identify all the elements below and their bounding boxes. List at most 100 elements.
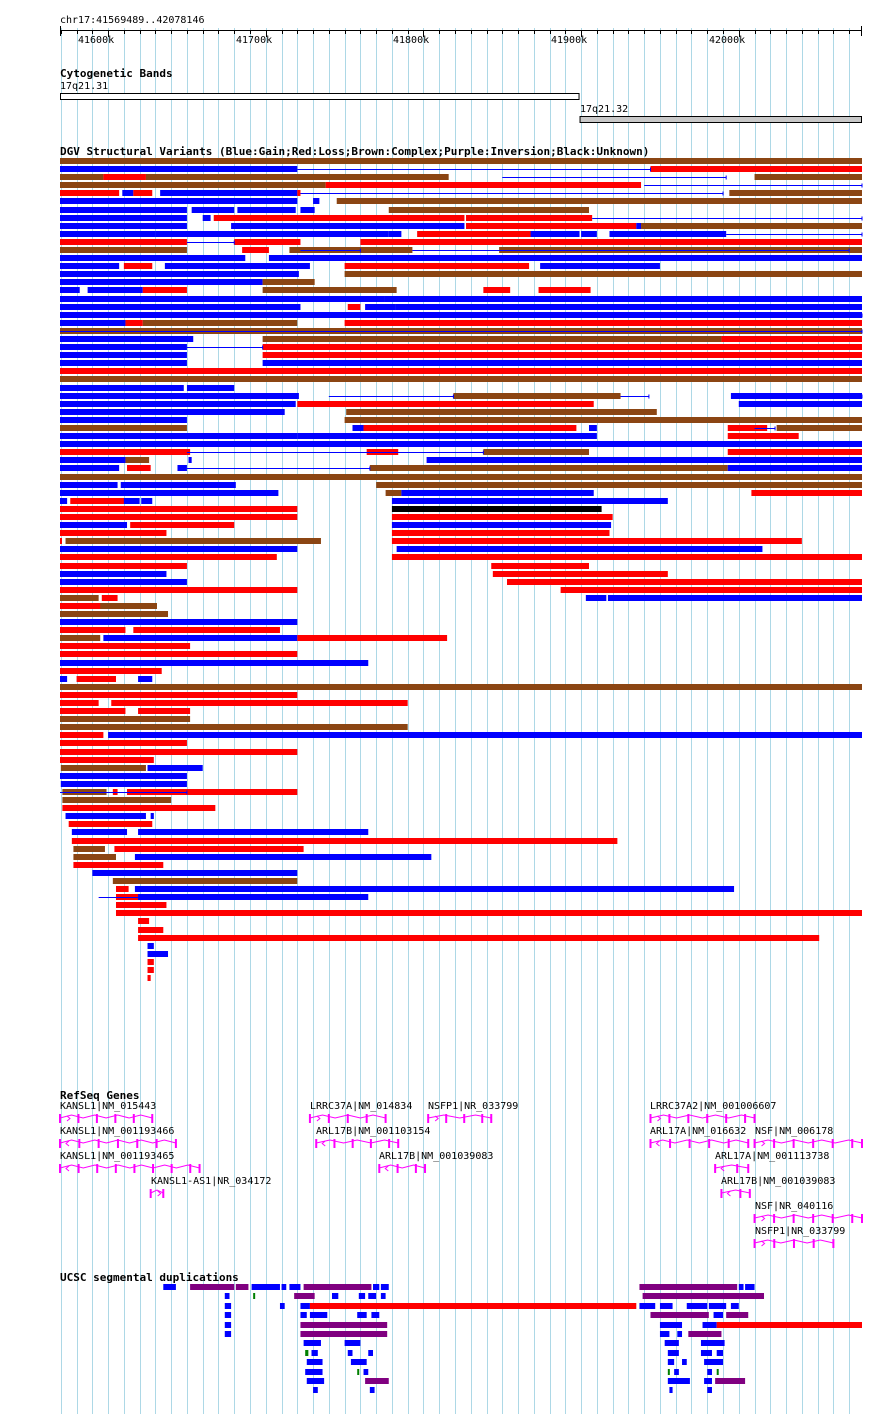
variant-gain[interactable] bbox=[636, 223, 642, 229]
variant-loss[interactable] bbox=[60, 506, 298, 512]
segdup-blue[interactable] bbox=[713, 1312, 724, 1318]
variant-gain[interactable] bbox=[60, 676, 68, 682]
variant-loss[interactable] bbox=[242, 247, 269, 253]
segdup-blue[interactable] bbox=[707, 1387, 712, 1393]
segdup-blue[interactable] bbox=[313, 1387, 318, 1393]
segdup-blue[interactable] bbox=[700, 1340, 725, 1346]
variant-gain[interactable] bbox=[60, 571, 167, 577]
variant-loss[interactable] bbox=[751, 490, 862, 496]
variant-gain[interactable] bbox=[313, 198, 320, 204]
gene-model[interactable] bbox=[378, 1164, 427, 1173]
variant-gain[interactable] bbox=[60, 781, 187, 787]
segdup-blue[interactable] bbox=[674, 1369, 679, 1375]
variant-gain[interactable] bbox=[60, 579, 187, 585]
gene-model[interactable] bbox=[753, 1139, 863, 1148]
segdup-blue[interactable] bbox=[738, 1284, 744, 1290]
variant-loss[interactable] bbox=[560, 587, 862, 593]
dgv-track-title[interactable]: DGV Structural Variants (Blue:Gain;Red:L… bbox=[60, 145, 650, 158]
variant-loss[interactable] bbox=[125, 320, 143, 326]
variant-loss[interactable] bbox=[391, 530, 610, 536]
variant-gain[interactable] bbox=[147, 943, 154, 949]
variant-unknown[interactable] bbox=[391, 506, 602, 512]
variant-loss[interactable] bbox=[650, 166, 862, 172]
variant-complex[interactable] bbox=[344, 417, 862, 423]
segdup-blue[interactable] bbox=[224, 1303, 232, 1309]
variant-complex[interactable] bbox=[60, 376, 862, 382]
variant-loss[interactable] bbox=[297, 635, 448, 641]
variant-loss[interactable] bbox=[138, 935, 820, 941]
segdup-blue[interactable] bbox=[682, 1359, 687, 1365]
variant-gain[interactable] bbox=[60, 198, 298, 204]
segdup-blue[interactable] bbox=[369, 1387, 375, 1393]
variant-loss[interactable] bbox=[60, 668, 162, 674]
variant-gain[interactable] bbox=[65, 813, 146, 819]
variant-gain[interactable] bbox=[391, 522, 612, 528]
variant-loss[interactable] bbox=[344, 263, 530, 269]
segdup-blue[interactable] bbox=[300, 1303, 310, 1309]
segdup-blue[interactable] bbox=[289, 1284, 301, 1290]
variant-loss[interactable] bbox=[60, 190, 120, 196]
segdup-blue[interactable] bbox=[306, 1378, 325, 1384]
variant-gain[interactable] bbox=[585, 595, 607, 601]
variant-loss[interactable] bbox=[213, 215, 465, 221]
variant-gain[interactable] bbox=[60, 296, 385, 302]
variant-loss[interactable] bbox=[115, 886, 129, 892]
variant-loss[interactable] bbox=[60, 449, 191, 455]
segdup-purple[interactable] bbox=[639, 1284, 738, 1290]
variant-gain[interactable] bbox=[60, 465, 120, 471]
variant-complex[interactable] bbox=[483, 449, 590, 455]
variant-gain[interactable] bbox=[60, 255, 246, 261]
variant-gain[interactable] bbox=[60, 304, 301, 310]
variant-loss[interactable] bbox=[483, 287, 511, 293]
variant-gain[interactable] bbox=[202, 215, 211, 221]
variant-gain[interactable] bbox=[581, 231, 597, 237]
segdup-blue[interactable] bbox=[730, 1303, 739, 1309]
variant-complex[interactable] bbox=[754, 174, 862, 180]
segdup-blue[interactable] bbox=[224, 1322, 232, 1328]
variant-loss[interactable] bbox=[138, 708, 191, 714]
variant-complex[interactable] bbox=[262, 279, 315, 285]
gene-model[interactable] bbox=[59, 1164, 201, 1173]
variant-loss[interactable] bbox=[721, 336, 862, 342]
variant-gain[interactable] bbox=[60, 352, 187, 358]
variant-complex[interactable] bbox=[60, 684, 862, 690]
segdup-blue[interactable] bbox=[306, 1359, 323, 1365]
variant-loss[interactable] bbox=[147, 975, 151, 981]
variant-gain[interactable] bbox=[71, 829, 128, 835]
variant-complex[interactable] bbox=[641, 223, 862, 229]
variant-gain[interactable] bbox=[188, 457, 192, 463]
variant-complex[interactable] bbox=[60, 474, 373, 480]
variant-gain[interactable] bbox=[396, 546, 763, 552]
variant-loss[interactable] bbox=[507, 579, 862, 585]
segdup-purple[interactable] bbox=[190, 1284, 235, 1290]
variant-gain[interactable] bbox=[60, 279, 263, 285]
variant-gain[interactable] bbox=[141, 498, 153, 504]
variant-gain[interactable] bbox=[122, 190, 134, 196]
segdup-blue[interactable] bbox=[331, 1293, 339, 1299]
segdup-blue[interactable] bbox=[281, 1284, 287, 1290]
variant-loss[interactable] bbox=[60, 757, 154, 763]
variant-gain[interactable] bbox=[60, 287, 80, 293]
variant-gain[interactable] bbox=[60, 263, 120, 269]
variant-gain[interactable] bbox=[60, 336, 189, 342]
variant-complex[interactable] bbox=[100, 603, 157, 609]
segdup-green[interactable] bbox=[716, 1369, 719, 1375]
variant-gain[interactable] bbox=[262, 360, 862, 366]
variant-loss[interactable] bbox=[68, 821, 153, 827]
variant-loss[interactable] bbox=[70, 498, 126, 504]
variant-loss[interactable] bbox=[133, 627, 280, 633]
refseq-gene-track[interactable] bbox=[59, 1114, 863, 1248]
segdup-purple[interactable] bbox=[303, 1284, 372, 1290]
variant-loss[interactable] bbox=[127, 789, 298, 795]
segdup-purple[interactable] bbox=[300, 1322, 388, 1328]
variant-loss[interactable] bbox=[111, 700, 408, 706]
variant-gain[interactable] bbox=[60, 231, 156, 237]
variant-gain[interactable] bbox=[186, 385, 235, 391]
variant-complex[interactable] bbox=[262, 287, 397, 293]
variant-loss[interactable] bbox=[297, 190, 301, 196]
gene-model[interactable] bbox=[720, 1189, 751, 1198]
segdup-blue[interactable] bbox=[745, 1284, 755, 1290]
variant-loss[interactable] bbox=[73, 862, 164, 868]
variant-gain[interactable] bbox=[150, 813, 154, 819]
variant-gain[interactable] bbox=[123, 498, 140, 504]
